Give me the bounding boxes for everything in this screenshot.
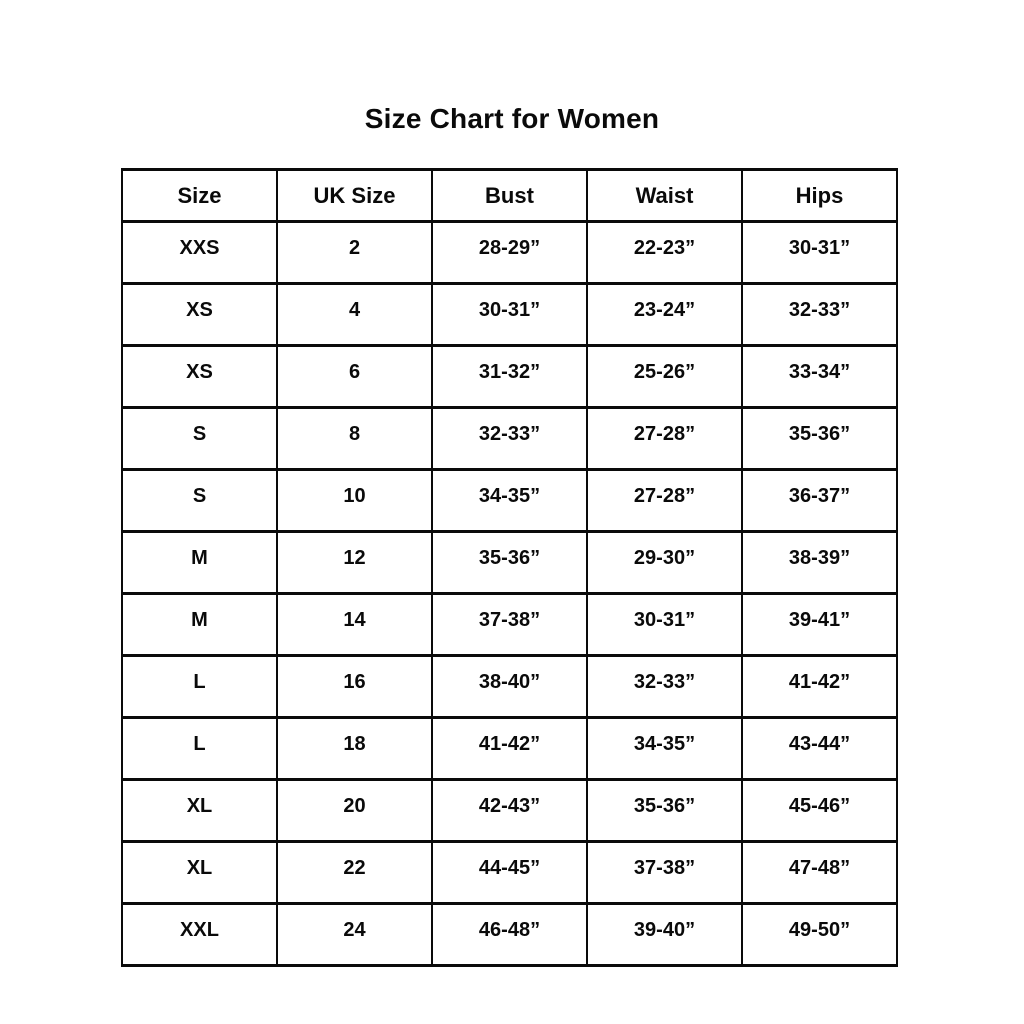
table-cell: 10 [276, 468, 433, 533]
table-cell: 33-34” [741, 344, 898, 409]
table-row: XS 6 31-32” 25-26” 33-34” [121, 344, 898, 409]
table-cell: 29-30” [586, 530, 743, 595]
table-cell: 31-32” [431, 344, 588, 409]
table-cell: 30-31” [741, 220, 898, 285]
header-row: Size UK Size Bust Waist Hips [121, 168, 898, 223]
table-cell: 44-45” [431, 840, 588, 905]
table-cell: S [121, 468, 278, 533]
table-row: L 16 38-40” 32-33” 41-42” [121, 654, 898, 719]
column-header-hips: Hips [741, 168, 898, 223]
table-cell: 35-36” [586, 778, 743, 843]
table-cell: 46-48” [431, 902, 588, 967]
table-row: M 14 37-38” 30-31” 39-41” [121, 592, 898, 657]
table-cell: 22 [276, 840, 433, 905]
column-header-size: Size [121, 168, 278, 223]
table-cell: 49-50” [741, 902, 898, 967]
table-cell: 25-26” [586, 344, 743, 409]
table-cell: XL [121, 778, 278, 843]
table-cell: 37-38” [431, 592, 588, 657]
table-cell: 39-41” [741, 592, 898, 657]
table-cell: XXS [121, 220, 278, 285]
table-cell: 30-31” [431, 282, 588, 347]
table-row: S 10 34-35” 27-28” 36-37” [121, 468, 898, 533]
page-title: Size Chart for Women [364, 103, 660, 134]
column-header-waist: Waist [586, 168, 743, 223]
table-cell: 32-33” [586, 654, 743, 719]
table-cell: S [121, 406, 278, 471]
table-cell: 2 [276, 220, 433, 285]
table-cell: L [121, 654, 278, 719]
table-cell: 24 [276, 902, 433, 967]
table-cell: XS [121, 344, 278, 409]
table-cell: 38-39” [741, 530, 898, 595]
table-cell: L [121, 716, 278, 781]
table-cell: 16 [276, 654, 433, 719]
table-cell: 35-36” [741, 406, 898, 471]
table-cell: 6 [276, 344, 433, 409]
table-cell: 38-40” [431, 654, 588, 719]
table-cell: 34-35” [586, 716, 743, 781]
table-row: XL 22 44-45” 37-38” 47-48” [121, 840, 898, 905]
table-cell: 41-42” [431, 716, 588, 781]
table-row: L 18 41-42” 34-35” 43-44” [121, 716, 898, 781]
size-chart-body: XXS 2 28-29” 22-23” 30-31” XS 4 30-31” 23-24” 32-… [121, 220, 898, 967]
table-cell: 34-35” [431, 468, 588, 533]
table-cell: 14 [276, 592, 433, 657]
table-cell: M [121, 530, 278, 595]
table-cell: XL [121, 840, 278, 905]
size-chart-table: Size UK Size Bust Waist Hips XXS 2 28-29” 22-23… [121, 168, 898, 967]
table-row: XXL 24 46-48” 39-40” 49-50” [121, 902, 898, 967]
table-cell: 39-40” [586, 902, 743, 967]
table-cell: 8 [276, 406, 433, 471]
size-chart-header: Size UK Size Bust Waist Hips [121, 168, 898, 223]
table-cell: 27-28” [586, 468, 743, 533]
table-row: XXS 2 28-29” 22-23” 30-31” [121, 220, 898, 285]
table-row: M 12 35-36” 29-30” 38-39” [121, 530, 898, 595]
table-row: XL 20 42-43” 35-36” 45-46” [121, 778, 898, 843]
table-cell: 37-38” [586, 840, 743, 905]
column-header-bust: Bust [431, 168, 588, 223]
table-cell: XXL [121, 902, 278, 967]
table-cell: 4 [276, 282, 433, 347]
table-cell: XS [121, 282, 278, 347]
table-cell: M [121, 592, 278, 657]
table-cell: 41-42” [741, 654, 898, 719]
table-cell: 27-28” [586, 406, 743, 471]
table-cell: 42-43” [431, 778, 588, 843]
table-cell: 32-33” [431, 406, 588, 471]
table-cell: 30-31” [586, 592, 743, 657]
table-cell: 23-24” [586, 282, 743, 347]
table-cell: 43-44” [741, 716, 898, 781]
table-cell: 32-33” [741, 282, 898, 347]
table-cell: 36-37” [741, 468, 898, 533]
table-row: S 8 32-33” 27-28” 35-36” [121, 406, 898, 471]
table-cell: 45-46” [741, 778, 898, 843]
table-cell: 18 [276, 716, 433, 781]
table-cell: 35-36” [431, 530, 588, 595]
table-cell: 22-23” [586, 220, 743, 285]
table-cell: 28-29” [431, 220, 588, 285]
table-cell: 20 [276, 778, 433, 843]
column-header-uk-size: UK Size [276, 168, 433, 223]
table-cell: 47-48” [741, 840, 898, 905]
table-row: XS 4 30-31” 23-24” 32-33” [121, 282, 898, 347]
table-cell: 12 [276, 530, 433, 595]
